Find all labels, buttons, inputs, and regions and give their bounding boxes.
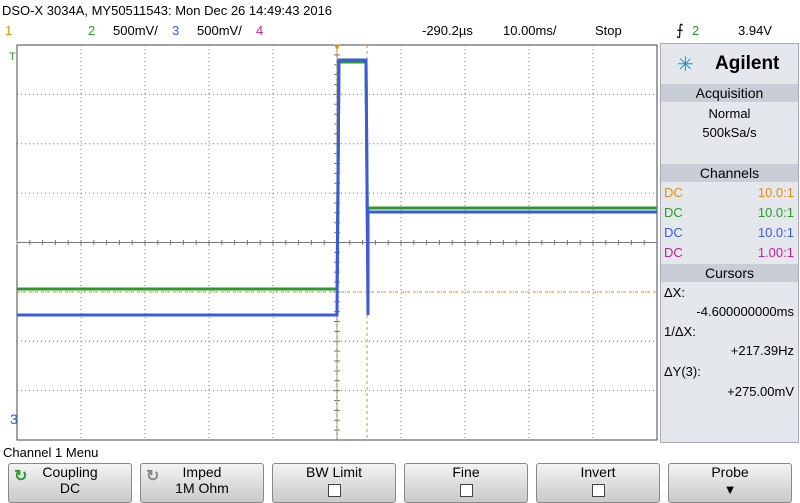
- ch3-label: 3: [172, 23, 180, 38]
- softkey[interactable]: Coupling DC ↻: [8, 463, 132, 503]
- trace-ch3: [17, 58, 657, 317]
- inv-dx-value: +217.39Hz: [730, 343, 794, 358]
- ch2-scale: 500mV/: [113, 23, 158, 38]
- softkey-value: 1M Ohm: [175, 480, 229, 496]
- ch1-marker: T: [9, 51, 16, 63]
- softkey[interactable]: Invert: [536, 463, 660, 503]
- header-title: DSO-X 3034A, MY50511543: Mon Dec 26 14:4…: [2, 3, 333, 18]
- brand: Agilent: [715, 53, 780, 74]
- ground-marker: 3: [10, 411, 18, 427]
- ch4-label: 4: [256, 23, 264, 38]
- softkey-label: Probe: [711, 464, 749, 480]
- softkey-label: BW Limit: [306, 464, 362, 480]
- acq-title: Acquisition: [661, 84, 798, 102]
- brand-logo: ✳: [677, 54, 694, 76]
- side-panel: ✳ Agilent Acquisition Normal 500kSa/s Ch…: [660, 43, 799, 443]
- ch1-label: 1: [5, 23, 13, 38]
- trigger-marker: [334, 45, 340, 50]
- acq-mode: Normal: [708, 106, 751, 121]
- timebase: 10.00ms/: [503, 23, 557, 38]
- channel-coupling: DC: [664, 225, 683, 240]
- channel-coupling: DC: [664, 205, 683, 220]
- delay: -290.2µs: [422, 23, 473, 38]
- checkbox: [327, 484, 341, 497]
- trigger-icon: ⨍: [676, 22, 684, 39]
- dx-label: ΔX:: [664, 285, 685, 300]
- cursors-title: Cursors: [661, 264, 798, 282]
- softkey[interactable]: Imped 1M Ohm ↻: [140, 463, 264, 503]
- softkey-label: Fine: [452, 464, 480, 480]
- channel-probe: 10.0:1: [757, 185, 794, 200]
- channel-probe: 10.0:1: [757, 205, 794, 220]
- rotate-icon: ↻: [14, 468, 28, 485]
- softkey-label: Invert: [580, 464, 616, 480]
- softkey-value: DC: [59, 480, 81, 496]
- inv-dx-label: 1/ΔX:: [664, 324, 696, 339]
- acq-rate: 500kSa/s: [702, 125, 757, 140]
- ch2-label: 2: [88, 23, 96, 38]
- trigger-source: 2: [692, 23, 700, 38]
- softkey-label: Imped: [182, 464, 222, 480]
- checkbox: [459, 484, 473, 497]
- softkey[interactable]: BW Limit: [272, 463, 396, 503]
- softkey[interactable]: Probe ▼: [668, 463, 792, 503]
- rotate-icon: ↻: [146, 468, 160, 485]
- softkey-label: Coupling: [42, 464, 98, 480]
- checkbox: [591, 484, 605, 497]
- dy-value: +275.00mV: [727, 384, 794, 399]
- trigger-level: 3.94V: [738, 23, 772, 38]
- softkey[interactable]: Fine: [404, 463, 528, 503]
- dx-value: -4.600000000ms: [696, 304, 794, 319]
- submenu-arrow: ▼: [723, 482, 737, 497]
- dy-label: ΔY(3):: [664, 364, 701, 379]
- ch3-scale: 500mV/: [197, 23, 242, 38]
- channels-title: Channels: [661, 164, 798, 182]
- channel-coupling: DC: [664, 245, 683, 260]
- channel-probe: 10.0:1: [757, 225, 794, 240]
- menu-title: Channel 1 Menu: [3, 445, 99, 460]
- channel-probe: 1.00:1: [757, 245, 794, 260]
- channel-coupling: DC: [664, 185, 683, 200]
- waveform-screen: T 3: [9, 44, 658, 441]
- run-state: Stop: [595, 23, 622, 38]
